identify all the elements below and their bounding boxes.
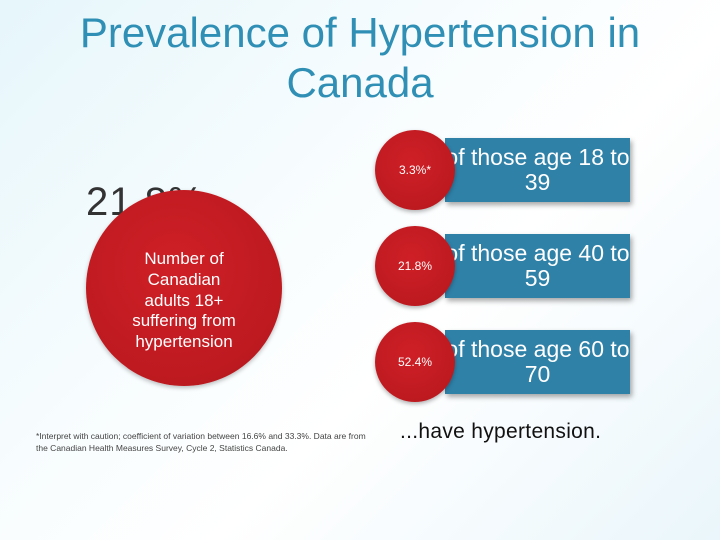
age-group-value: 3.3%* [398,163,432,177]
age-group-row: of those age 18 to 39 3.3%* [375,130,635,210]
age-group-value-circle: 3.3%* [375,130,455,210]
slide-title: Prevalence of Hypertension in Canada [79,9,641,107]
main-stat-description: Number of Canadian adults 18+ suffering … [132,249,236,352]
main-stat-circle: Number of Canadian adults 18+ suffering … [86,190,282,386]
age-group-label-box: of those age 60 to 70 [445,330,630,394]
age-group-value-circle: 21.8% [375,226,455,306]
age-group-row: of those age 60 to 70 52.4% [375,322,635,402]
age-group-label-box: of those age 18 to 39 [445,138,630,202]
age-group-value-circle: 52.4% [375,322,455,402]
conclusion-text: ...have hypertension. [400,420,602,443]
age-group-label: of those age 40 to 59 [445,240,630,291]
age-group-value: 52.4% [397,355,433,369]
age-group-value: 21.8% [397,259,433,273]
age-group-label: of those age 18 to 39 [445,144,630,195]
age-group-label-box: of those age 40 to 59 [445,234,630,298]
footnote: *Interpret with caution; coefficient of … [36,431,366,454]
age-group-row: of those age 40 to 59 21.8% [375,226,635,306]
age-group-label: of those age 60 to 70 [445,336,630,387]
